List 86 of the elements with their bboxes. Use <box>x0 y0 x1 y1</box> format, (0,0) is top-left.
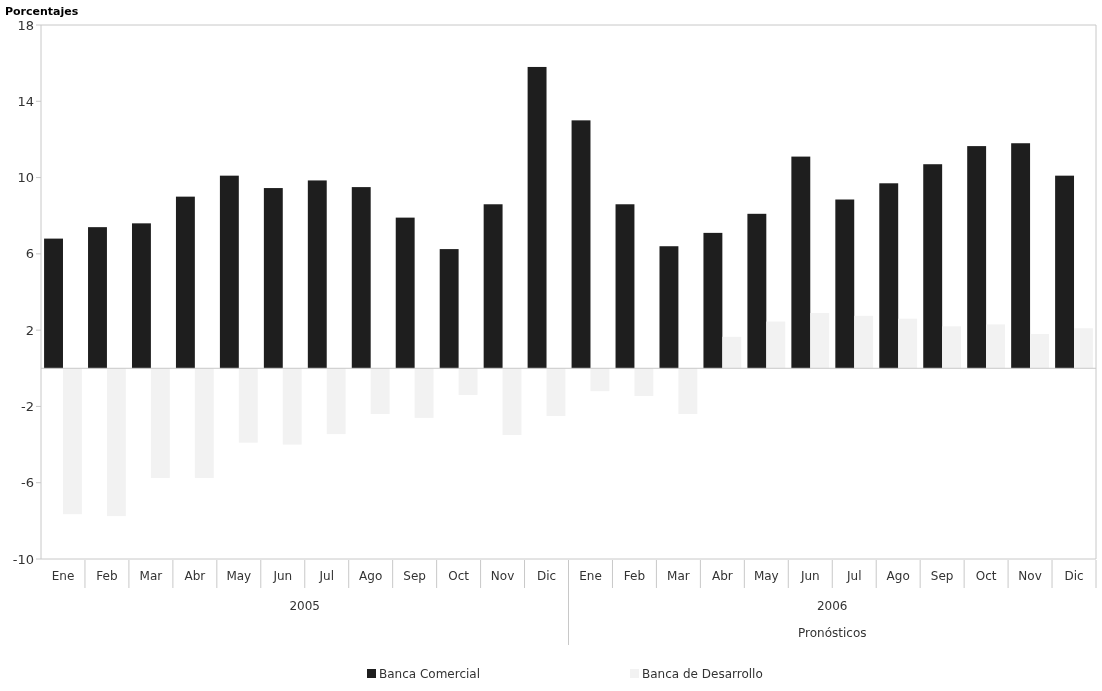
x-tick-label: Nov <box>490 569 515 583</box>
bar <box>590 368 610 392</box>
bar <box>414 368 434 418</box>
bar <box>791 156 811 369</box>
text: Pronósticos <box>798 626 867 640</box>
x-tick-label: Sep <box>403 569 426 583</box>
bar <box>131 223 151 369</box>
bar <box>62 368 82 515</box>
x-tick-label: Abr <box>184 569 206 583</box>
bar <box>370 368 390 415</box>
x-tick-label: Sep <box>930 569 954 583</box>
bar <box>194 368 214 478</box>
x-tick-label: Dic <box>536 569 557 583</box>
y-tick-label: -6 <box>21 475 34 491</box>
x-tick-label: Jun <box>272 569 293 583</box>
bar <box>458 368 478 395</box>
x-tick-label: Oct <box>975 569 997 583</box>
bar <box>835 199 855 369</box>
legend-label: Banca de Desarrollo <box>642 667 763 681</box>
x-tick-label: Abr <box>711 569 733 583</box>
bar <box>879 183 899 369</box>
x-tick-label: Mar <box>139 569 163 583</box>
bar <box>1011 143 1031 369</box>
y-tick-label: 6 <box>25 246 34 262</box>
bar <box>282 368 302 445</box>
bar <box>326 368 346 435</box>
legend-label: Banca Comercial <box>379 667 481 681</box>
bar <box>44 238 63 369</box>
bar <box>483 204 503 369</box>
bar <box>634 368 654 396</box>
x-tick-label: Ene <box>51 569 75 583</box>
bar <box>88 227 107 369</box>
bar <box>175 196 195 369</box>
y-tick-label: 18 <box>17 17 34 33</box>
bar <box>854 315 874 369</box>
bar <box>810 312 830 369</box>
y-tick-label: -10 <box>12 551 34 567</box>
bar <box>546 368 566 416</box>
x-tick-label: Feb <box>623 569 646 583</box>
y-axis-title: Porcentajes <box>5 5 79 18</box>
bar <box>722 336 742 369</box>
x-tick-label: Mar <box>667 569 690 583</box>
x-tick-label: Ago <box>359 569 383 583</box>
bar <box>527 66 547 369</box>
x-tick-label: Nov <box>1018 569 1042 583</box>
bar <box>502 368 522 436</box>
x-tick-label: May <box>226 569 252 583</box>
bar <box>307 180 327 369</box>
y-tick-label: -2 <box>21 398 34 414</box>
x-tick-label: Jun <box>799 569 820 583</box>
bar <box>1030 333 1049 369</box>
bar <box>106 368 126 517</box>
bar <box>747 213 767 369</box>
bar <box>351 187 371 369</box>
y-tick-label: 10 <box>17 170 34 186</box>
bar <box>659 246 679 369</box>
x-tick-label: Jul <box>318 569 334 583</box>
bar <box>1055 175 1075 369</box>
bar <box>923 164 943 369</box>
bar <box>986 324 1006 369</box>
x-tick-label: Jul <box>845 569 862 583</box>
bar <box>571 120 591 369</box>
bar <box>942 326 962 369</box>
bar <box>219 175 239 369</box>
x-tick-label: Ago <box>886 569 910 583</box>
bar <box>678 368 698 415</box>
bar <box>967 146 987 369</box>
text: 2005 <box>289 599 321 613</box>
y-tick-label: 2 <box>25 322 34 338</box>
bar <box>395 217 415 369</box>
bar <box>263 188 283 369</box>
text: 2006 <box>816 599 848 613</box>
bar <box>615 204 635 369</box>
bar <box>766 321 786 369</box>
bar <box>150 368 170 478</box>
y-tick-label: 14 <box>17 93 34 109</box>
x-tick-label: Oct <box>448 569 470 583</box>
x-tick-label: Feb <box>96 569 118 583</box>
bar <box>703 232 723 369</box>
x-tick-label: Ene <box>579 569 602 583</box>
bar <box>238 368 258 443</box>
x-tick-label: May <box>753 569 779 583</box>
x-tick-label: Dic <box>1064 569 1084 583</box>
bar <box>1074 328 1093 369</box>
bar <box>898 318 918 369</box>
bar <box>439 249 459 369</box>
